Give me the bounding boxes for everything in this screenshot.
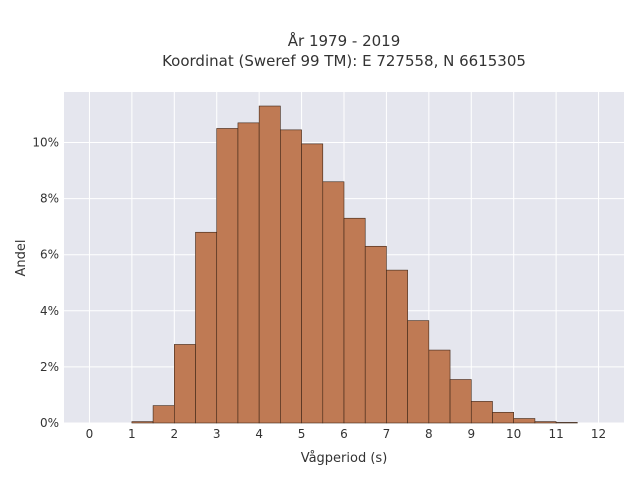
histogram-bar [174,344,196,424]
chart-title-line1: År 1979 - 2019 [288,31,401,50]
histogram-bar [258,105,281,424]
histogram-bar [555,422,578,424]
y-axis-ticks: 0% 2% 4% 6% 8% 10% [32,135,59,430]
histogram-bar [237,122,260,424]
histogram-bar [152,405,175,424]
x-tick-label: 3 [213,427,221,441]
x-axis-ticks: 0 1 2 3 4 5 6 7 8 9 10 11 12 [86,427,607,441]
histogram-bar [364,245,387,424]
y-tick-label: 0% [40,416,59,430]
y-tick-label: 4% [40,304,59,318]
chart-title-line2: Koordinat (Sweref 99 TM): E 727558, N 66… [162,52,526,70]
x-tick-label: 2 [170,427,178,441]
histogram-bar [386,269,408,424]
histogram-bar [280,129,302,424]
histogram-bar [131,421,154,424]
histogram-bar [534,421,557,424]
histogram-bar [301,143,324,424]
x-tick-label: 0 [86,427,94,441]
x-tick-label: 8 [425,427,433,441]
x-tick-label: 5 [298,427,306,441]
histogram-bar [343,217,366,424]
histogram-bar [470,401,493,424]
x-tick-label: 12 [591,427,606,441]
y-tick-label: 8% [40,192,59,206]
histogram-bar [407,320,430,424]
histogram-bar [428,349,451,424]
x-tick-label: 1 [128,427,136,441]
histogram-bar [322,181,345,424]
y-tick-label: 10% [32,135,59,149]
histogram-bar [513,418,536,424]
x-tick-label: 11 [548,427,563,441]
histogram-bar [449,379,472,424]
histogram-bar [195,231,218,424]
histogram-bar [216,128,239,424]
x-tick-label: 10 [506,427,521,441]
x-tick-label: 9 [467,427,475,441]
x-axis-label: Vågperiod (s) [301,451,388,466]
bar-series [131,105,578,424]
y-axis-label: Andel [14,240,29,277]
y-tick-label: 2% [40,360,59,374]
x-tick-label: 6 [340,427,348,441]
x-tick-label: 7 [383,427,391,441]
histogram-bar [492,412,514,424]
x-tick-label: 4 [255,427,263,441]
y-tick-label: 6% [40,248,59,262]
